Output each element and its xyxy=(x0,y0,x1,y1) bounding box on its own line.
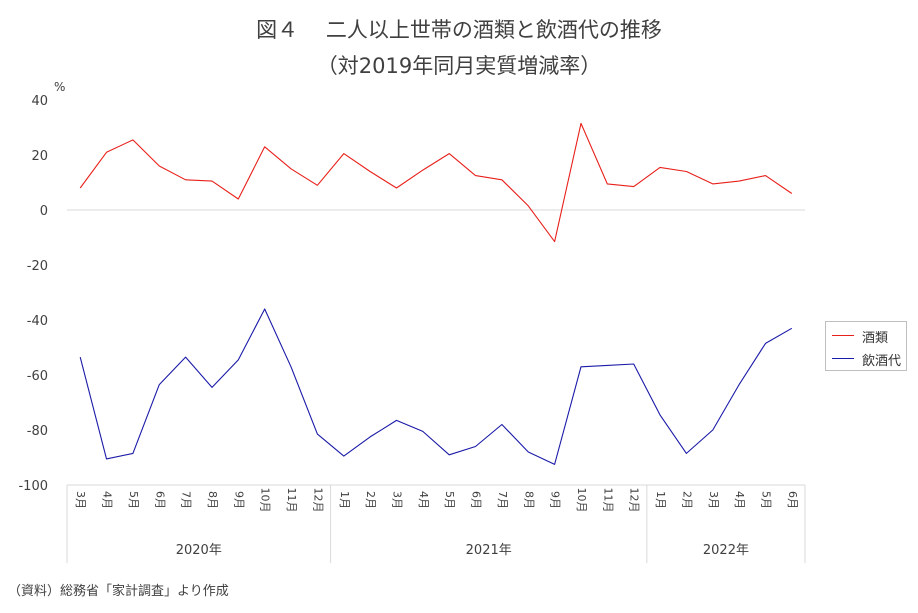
year-label: 2020年 xyxy=(176,543,222,558)
x-tick-label: 6月 xyxy=(786,491,799,509)
year-label: 2021年 xyxy=(466,543,512,558)
y-tick-label: -80 xyxy=(27,424,48,439)
legend-swatch-drinking xyxy=(832,358,854,359)
x-tick-label: 9月 xyxy=(549,491,562,509)
x-tick-label: 4月 xyxy=(101,491,114,509)
x-tick-label: 5月 xyxy=(127,491,140,509)
x-tick-label: 1月 xyxy=(338,491,351,509)
x-tick-label: 7月 xyxy=(180,491,193,509)
y-axis-unit: % xyxy=(54,80,66,94)
x-tick-label: 2月 xyxy=(680,491,693,509)
year-label: 2022年 xyxy=(703,543,749,558)
chart-title-line1: 図４ 二人以上世帯の酒類と飲酒代の推移 xyxy=(256,18,662,42)
x-tick-label: 8月 xyxy=(206,491,219,509)
x-tick-label: 1月 xyxy=(654,491,667,509)
x-tick-label: 12月 xyxy=(628,488,641,513)
y-tick-label: 20 xyxy=(31,149,48,164)
x-tick-label: 4月 xyxy=(733,491,746,509)
x-tick-label: 10月 xyxy=(259,488,272,513)
x-tick-label: 12月 xyxy=(311,488,324,513)
x-tick-label: 2月 xyxy=(364,491,377,509)
chart-title-line2: （対2019年同月実質増減率） xyxy=(316,54,602,78)
legend: 酒類 飲酒代 xyxy=(825,321,907,371)
x-tick-label: 9月 xyxy=(232,491,245,509)
y-tick-label: -60 xyxy=(27,369,48,384)
source-note: （資料）総務省「家計調査」より作成 xyxy=(8,584,229,599)
x-tick-label: 3月 xyxy=(390,491,403,509)
y-tick-label: -100 xyxy=(18,479,48,494)
x-tick-label: 7月 xyxy=(496,491,509,509)
y-tick-label: -40 xyxy=(27,314,48,329)
x-tick-label: 6月 xyxy=(153,491,166,509)
x-tick-label: 8月 xyxy=(522,491,535,509)
y-tick-label: 0 xyxy=(40,204,48,219)
legend-label-sake: 酒類 xyxy=(862,331,889,346)
legend-label-drinking: 飲酒代 xyxy=(862,354,902,369)
x-tick-label: 11月 xyxy=(285,488,298,513)
x-tick-label: 10月 xyxy=(575,488,588,513)
x-tick-label: 3月 xyxy=(74,491,87,509)
series-line-drinking xyxy=(79,308,793,465)
x-tick-label: 5月 xyxy=(759,491,772,509)
x-tick-label: 6月 xyxy=(470,491,483,509)
x-tick-label: 3月 xyxy=(707,491,720,509)
series-line-sake xyxy=(79,122,793,243)
legend-swatch-sake xyxy=(832,335,854,336)
line-chart: 40 20 0 -20 -40 -60 -80 -100 3月 4月 5月 6月 7月 8月 9月 10月 11… xyxy=(18,94,806,563)
x-tick-label: 11月 xyxy=(601,488,614,513)
y-tick-label: -20 xyxy=(27,259,48,274)
x-tick-label: 4月 xyxy=(417,491,430,509)
x-tick-label: 5月 xyxy=(443,491,456,509)
y-tick-label: 40 xyxy=(31,94,48,109)
